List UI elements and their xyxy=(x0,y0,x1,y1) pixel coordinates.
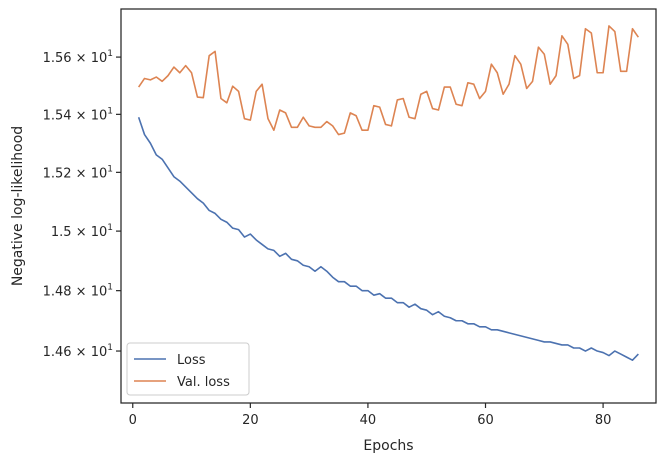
y-tick-label: 1.54 × 101 xyxy=(43,106,113,123)
y-tick-label: 1.46 × 101 xyxy=(43,343,113,360)
legend: Loss Val. loss xyxy=(126,342,250,396)
y-tick-label: 1.5 × 101 xyxy=(51,223,113,240)
x-tick-label: 20 xyxy=(242,413,259,428)
series-line-1 xyxy=(137,25,640,136)
x-tick-label: 0 xyxy=(129,413,137,428)
x-tick-label: 60 xyxy=(477,413,494,428)
y-axis-label: Negative log-likelihood xyxy=(10,126,26,286)
ticks-layer: 0 20 40 60 80 1.46 × 101 1.48 × 101 1.5 × 101 1.… xyxy=(43,49,612,428)
plot-frame xyxy=(120,8,657,404)
x-tick-label: 40 xyxy=(360,413,377,428)
x-tick-label: 80 xyxy=(595,413,612,428)
series-line-0 xyxy=(137,116,639,361)
y-tick-label: 1.52 × 101 xyxy=(43,164,113,181)
legend-label-loss: Loss xyxy=(177,353,206,368)
legend-box xyxy=(126,342,250,396)
y-tick-label: 1.48 × 101 xyxy=(43,283,113,300)
x-axis-label: Epochs xyxy=(363,438,413,454)
series-layer xyxy=(137,25,640,361)
y-tick-label: 1.56 × 101 xyxy=(43,49,113,66)
legend-label-val-loss: Val. loss xyxy=(177,375,230,390)
